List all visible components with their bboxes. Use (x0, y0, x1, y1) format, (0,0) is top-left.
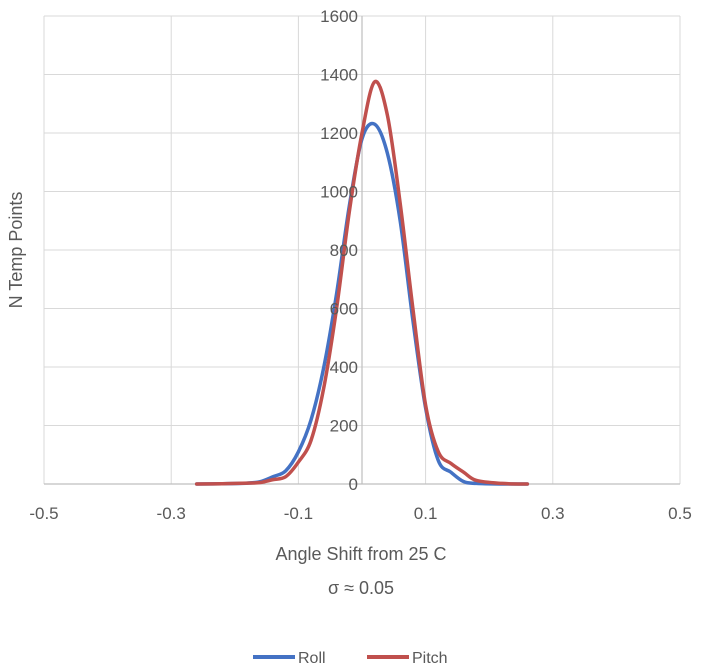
y-tick-label: 1200 (320, 124, 358, 143)
y-tick-label: 1400 (320, 66, 358, 85)
y-tick-label: 600 (330, 300, 358, 319)
tick-labels: 0 200 400 600 800 1000 1200 1400 1600 -0.5 -0.3 -0.… (29, 7, 691, 523)
x-tick-label: -0.1 (284, 504, 313, 523)
y-axis-title: N Temp Points (6, 192, 26, 309)
y-tick-label: 800 (330, 241, 358, 260)
x-tick-label: -0.5 (29, 504, 58, 523)
series-lines (194, 79, 530, 486)
legend-label-roll: Roll (298, 650, 326, 667)
legend-label-pitch: Pitch (412, 650, 448, 667)
x-axis-title: Angle Shift from 25 C (275, 544, 446, 564)
y-tick-label: 1600 (320, 7, 358, 26)
y-tick-label: 1000 (320, 183, 358, 202)
x-tick-label: -0.3 (157, 504, 186, 523)
x-tick-label: 0.5 (668, 504, 692, 523)
y-tick-label: 200 (330, 417, 358, 436)
x-tick-label: 0.3 (541, 504, 565, 523)
x-axis-subtitle: σ ≈ 0.05 (328, 578, 394, 598)
x-tick-label: 0.1 (414, 504, 438, 523)
series-line-pitch (194, 79, 530, 486)
legend: Roll Pitch (253, 650, 448, 667)
axes (44, 16, 680, 485)
y-tick-label: 0 (349, 475, 358, 494)
y-tick-label: 400 (330, 358, 358, 377)
